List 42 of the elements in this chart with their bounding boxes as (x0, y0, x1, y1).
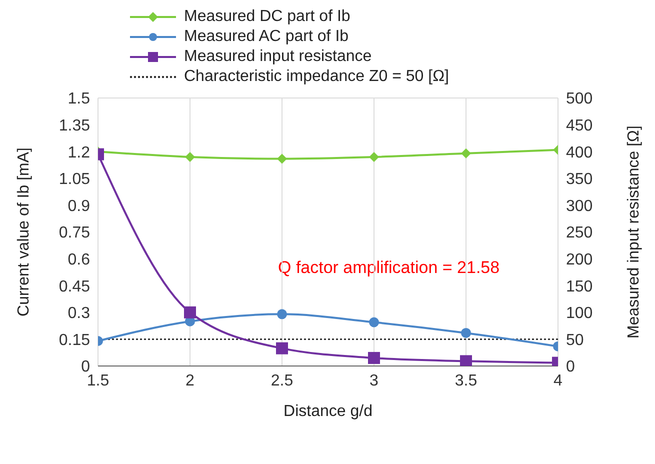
legend-label: Characteristic impedance Z0 = 50 [Ω] (184, 68, 449, 86)
point (276, 342, 288, 354)
y2-tick-label: 100 (566, 305, 593, 322)
y-tick-label: 1.2 (68, 144, 90, 162)
y-tick-label: 0.6 (68, 251, 90, 268)
y2-tick-label: 200 (566, 251, 593, 268)
legend-label: Measured DC part of Ib (184, 8, 350, 26)
y2-tick-label: 450 (566, 117, 593, 134)
point (461, 148, 471, 158)
x-tick-label: 3 (370, 372, 379, 390)
point (368, 352, 380, 364)
y2-tick-label: 0 (566, 358, 575, 376)
legend-label: Measured AC part of Ib (184, 28, 349, 46)
y-tick-label: 1.05 (58, 171, 90, 188)
point (461, 328, 471, 338)
x-tick-label: 2.5 (270, 372, 294, 390)
point (185, 152, 195, 162)
y2-axis-title: Measured input resistance [Ω] (626, 126, 643, 338)
y-tick-label: 1.35 (58, 117, 90, 134)
y2-tick-label: 150 (566, 278, 593, 296)
y2-tick-label: 350 (566, 171, 593, 188)
point (369, 152, 379, 162)
point (369, 317, 379, 328)
y-axis-title: Current value of Ib [mA] (16, 148, 33, 316)
x-tick-label: 3.5 (454, 372, 478, 390)
x-tick-label: 2 (186, 372, 195, 390)
y2-tick-label: 300 (566, 198, 593, 215)
y-tick-label: 0.15 (58, 332, 90, 349)
x-axis-title: Distance g/d (284, 403, 372, 420)
y-tick-label: 1.5 (68, 90, 90, 108)
y2-tick-label: 250 (566, 224, 593, 242)
y-tick-label: 0.9 (68, 198, 90, 215)
y-tick-label: 0.45 (58, 278, 90, 296)
y2-tick-label: 50 (566, 332, 584, 349)
y-tick-label: 0.3 (68, 305, 90, 322)
y-tick-label: 0.75 (58, 224, 90, 242)
x-tick-label: 4 (554, 372, 563, 390)
y2-tick-label: 400 (566, 144, 593, 162)
legend-label: Measured input resistance (184, 48, 372, 66)
y2-tick-label: 500 (566, 90, 593, 108)
point (277, 154, 287, 164)
point (277, 309, 287, 320)
